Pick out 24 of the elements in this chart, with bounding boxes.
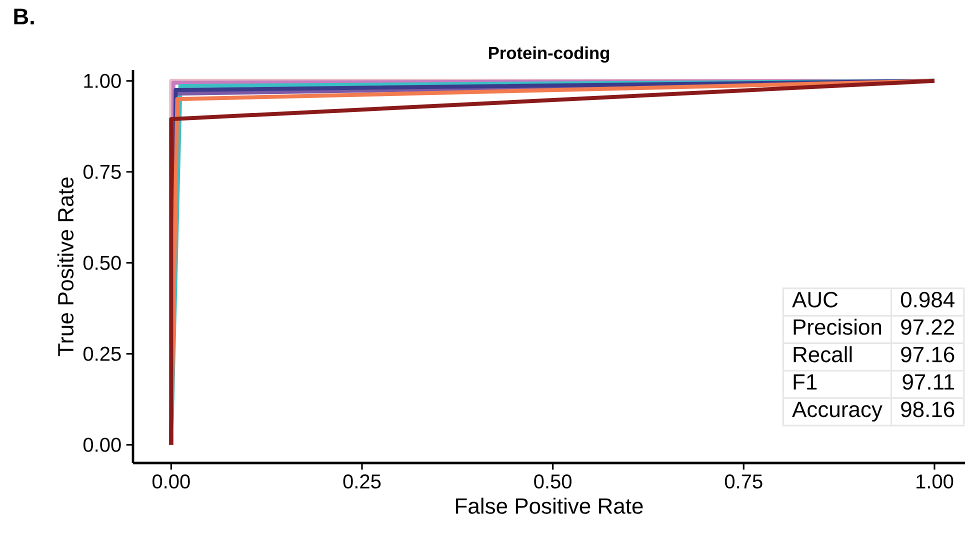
annotation: Accuracy [792,402,882,422]
y-tick-label: 0.00 [83,438,121,452]
annotation: 97.16 [901,346,954,362]
x-tick-label: 0.75 [724,474,762,489]
y-tick-label: 1.00 [84,74,121,88]
y-tick-label: 0.75 [83,164,121,179]
y-tick-label: 0.25 [83,346,121,361]
annotation: 97.22 [901,319,954,335]
annotation: Precision [794,318,882,335]
x-tick-label: 0.25 [343,474,381,489]
x-tick-label: 1.00 [916,474,954,489]
text: B. [14,8,34,24]
x-tick-label: 0.50 [534,474,572,489]
annotation: AUC [792,292,838,308]
y-axis-title: True Positive Rate [57,177,74,356]
annotation: 97.11 [902,374,954,390]
annotation: 0.984 [900,292,954,308]
x-axis-title: False Positive Rate [456,498,643,514]
annotation: Recall [794,346,852,362]
x-tick-label: 0.00 [152,474,190,489]
chart-title: Protein-coding [489,46,610,63]
annotation: F1 [794,374,817,390]
y-tick-label: 0.50 [83,256,121,270]
annotation: 98.16 [901,402,954,418]
